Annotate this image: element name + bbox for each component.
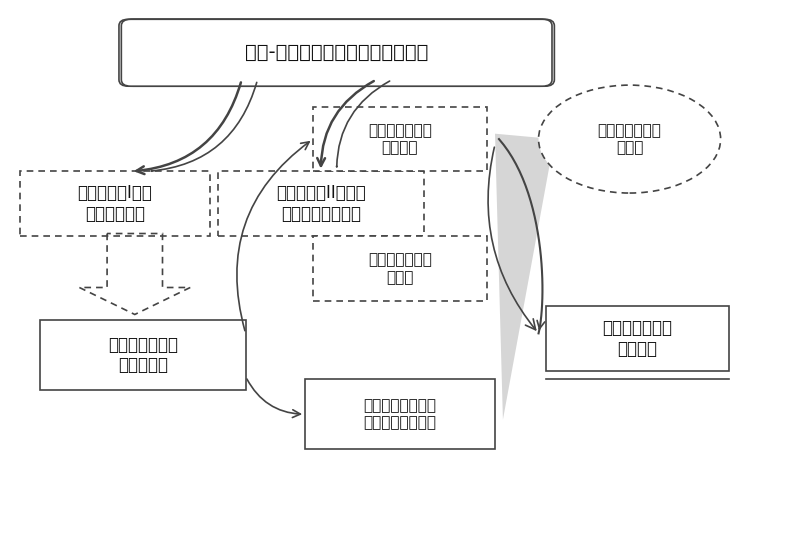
Text: 人源抗体抗原预
测模型: 人源抗体抗原预 测模型 [368,253,432,285]
Text: 其它物种来源的抗
体的抗原预测模型: 其它物种来源的抗 体的抗原预测模型 [363,398,437,431]
Polygon shape [495,134,554,420]
Text: 未知表位的蛋白
质抗原: 未知表位的蛋白 质抗原 [598,123,662,155]
Text: 描述性特征I：氨
基酸理化性质: 描述性特征I：氨 基酸理化性质 [78,185,153,223]
FancyBboxPatch shape [124,19,554,86]
FancyBboxPatch shape [119,19,550,86]
Text: 按抗体物种分类
的特征评价: 按抗体物种分类 的特征评价 [108,335,178,374]
Bar [313,107,487,172]
FancyBboxPatch shape [122,19,552,86]
Text: 预测得到潜在空
间表位集: 预测得到潜在空 间表位集 [602,319,673,358]
Text: 鼠源抗体的抗原
预测模型: 鼠源抗体的抗原 预测模型 [368,123,432,155]
Bar [218,172,424,236]
Text: 描述性特征II：三维
空间局部结构特征: 描述性特征II：三维 空间局部结构特征 [276,185,366,223]
Bar [40,320,246,390]
Bar [305,379,495,449]
Ellipse shape [538,85,721,193]
Text: 抗原-抗体复合物结构及其空间表位: 抗原-抗体复合物结构及其空间表位 [245,43,428,62]
Bar [313,236,487,301]
Bar [20,172,210,236]
Bar [546,306,729,371]
